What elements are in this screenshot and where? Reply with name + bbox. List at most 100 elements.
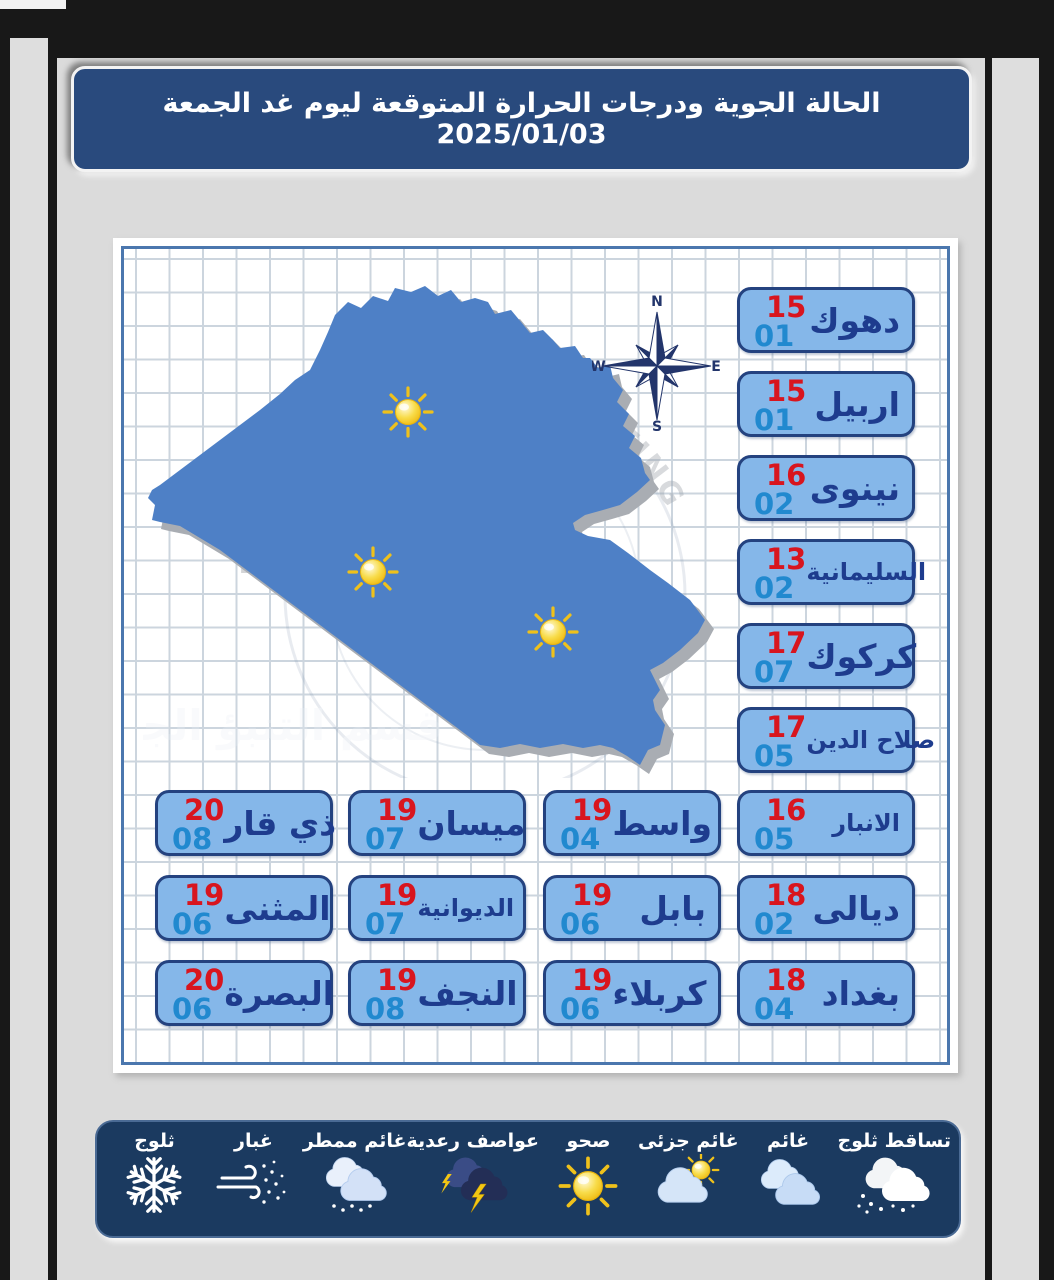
high-temp: 19: [572, 963, 613, 997]
city-name: ذي قار: [224, 803, 337, 843]
high-temp: 19: [184, 878, 225, 912]
city-card-dhiqar: 20 08 ذي قار: [155, 790, 336, 856]
city-name: المثنى: [224, 888, 331, 928]
city-name: النجف: [417, 973, 518, 1013]
low-temp: 08: [365, 992, 406, 1026]
weather-legend: تساقط ثلوج غائم غائم جزئى: [95, 1120, 961, 1238]
city-card-maysan: 19 07 ميسان: [348, 790, 526, 856]
low-temp: 06: [172, 907, 213, 941]
clear-sun-icon: [559, 1156, 618, 1216]
legend-label: تساقط ثلوج: [837, 1130, 952, 1152]
city-card-muthanna: 19 06 المثنى: [155, 875, 333, 941]
low-temp: 04: [754, 992, 795, 1026]
low-temp: 02: [754, 907, 795, 941]
city-card-diwaniyah: 19 07 الديوانية: [348, 875, 526, 941]
high-temp: 18: [766, 963, 807, 997]
low-temp: 07: [365, 907, 406, 941]
legend-label: صحو: [566, 1130, 611, 1152]
low-temp: 06: [560, 907, 601, 941]
thunderstorm-icon: [441, 1157, 508, 1213]
legend-label: عواصف رعدية: [406, 1130, 540, 1152]
high-temp: 15: [766, 290, 807, 324]
city-name: الديوانية: [417, 894, 515, 922]
forecast-header: الحالة الجوية ودرجات الحرارة المتوقعة لي…: [71, 66, 972, 172]
high-temp: 17: [766, 710, 807, 744]
high-temp: 19: [377, 963, 418, 997]
photo-edge-highlight: [0, 0, 66, 9]
city-name: ميسان: [417, 803, 526, 843]
high-temp: 19: [377, 878, 418, 912]
legend-item-snow: ثلوج: [105, 1128, 204, 1230]
high-temp: 18: [766, 878, 807, 912]
dust-icon: [216, 1160, 286, 1204]
city-name: كركوك: [806, 636, 917, 676]
city-card-najaf: 19 08 النجف: [348, 960, 526, 1026]
high-temp: 19: [572, 878, 613, 912]
high-temp: 19: [572, 793, 613, 827]
sun-icon: [347, 546, 399, 598]
compass-e-label: E: [711, 359, 721, 375]
high-temp: 19: [377, 793, 418, 827]
city-name: دهوك: [809, 300, 900, 340]
legend-label: غائم ممطر: [302, 1130, 407, 1152]
city-card-anbar: 16 05 الانبار: [737, 790, 915, 856]
city-name: بغداد: [821, 973, 900, 1013]
snowflake-icon: [126, 1157, 183, 1213]
city-card-sulaymaniyah: 13 02 السليمانية: [737, 539, 926, 605]
low-temp: 05: [754, 739, 795, 773]
city-card-babylon: 19 06 بابل: [543, 875, 721, 941]
high-temp: 20: [184, 793, 225, 827]
legend-label: غائم جزئى: [637, 1130, 739, 1152]
high-temp: 15: [766, 374, 807, 408]
city-card-diyala: 18 02 ديالى: [737, 875, 915, 941]
snow-fall-icon: [857, 1157, 930, 1214]
city-name: كربلاء: [612, 973, 707, 1013]
legend-label: غبار: [234, 1130, 273, 1152]
city-card-basra: 20 06 البصرة: [155, 960, 334, 1026]
high-temp: 17: [766, 626, 807, 660]
city-name: بابل: [639, 888, 706, 928]
city-name: ديالى: [812, 888, 901, 928]
low-temp: 06: [172, 992, 213, 1026]
compass-s-label: S: [652, 419, 662, 434]
low-temp: 08: [172, 822, 213, 856]
low-temp: 07: [365, 822, 406, 856]
city-name: الانبار: [832, 809, 900, 837]
legend-item-partly-cloudy: غائم جزئى: [638, 1128, 739, 1230]
city-card-nineveh: 16 02 نينوى: [737, 455, 915, 521]
city-name: اربيل: [814, 384, 900, 424]
city-card-wasit: 19 04 واسط: [543, 790, 721, 856]
city-card-erbil: 15 01 اربيل: [737, 371, 915, 437]
city-name: السليمانية: [806, 558, 927, 586]
sun-icon: [382, 386, 434, 438]
city-card-karbala: 19 06 كربلاء: [543, 960, 721, 1026]
city-card-salahaldin: 17 05 صلاح الدين: [737, 707, 935, 773]
high-temp: 16: [766, 793, 807, 827]
compass-n-label: N: [651, 294, 663, 310]
city-card-dohuk: 15 01 دهوك: [737, 287, 915, 353]
sun-icon: [527, 606, 579, 658]
cloudy-icon: [761, 1159, 821, 1205]
legend-item-dust: غبار: [204, 1128, 303, 1230]
city-name: نينوى: [809, 468, 900, 508]
legend-label: ثلوج: [134, 1130, 175, 1152]
low-temp: 01: [754, 319, 795, 353]
photo-right-margin: [992, 58, 1039, 1280]
legend-label: غائم: [766, 1130, 810, 1152]
city-name: واسط: [612, 803, 712, 843]
low-temp: 01: [754, 403, 795, 437]
high-temp: 20: [184, 963, 225, 997]
forecast-page: الحالة الجوية ودرجات الحرارة المتوقعة لي…: [57, 58, 985, 1280]
low-temp: 06: [560, 992, 601, 1026]
city-name: البصرة: [224, 973, 335, 1013]
compass-rose-icon: N E S W: [592, 294, 721, 434]
photo-left-margin: [10, 38, 48, 1280]
low-temp: 04: [560, 822, 601, 856]
low-temp: 05: [754, 822, 795, 856]
map-panel: WEATHER FORECASTING IMOS قسم التنبؤ الجو…: [113, 238, 958, 1073]
high-temp: 16: [766, 458, 807, 492]
low-temp: 02: [754, 487, 795, 521]
compass-w-label: W: [592, 359, 606, 375]
low-temp: 07: [754, 655, 795, 689]
legend-item-snowfall: تساقط ثلوج: [837, 1128, 952, 1230]
